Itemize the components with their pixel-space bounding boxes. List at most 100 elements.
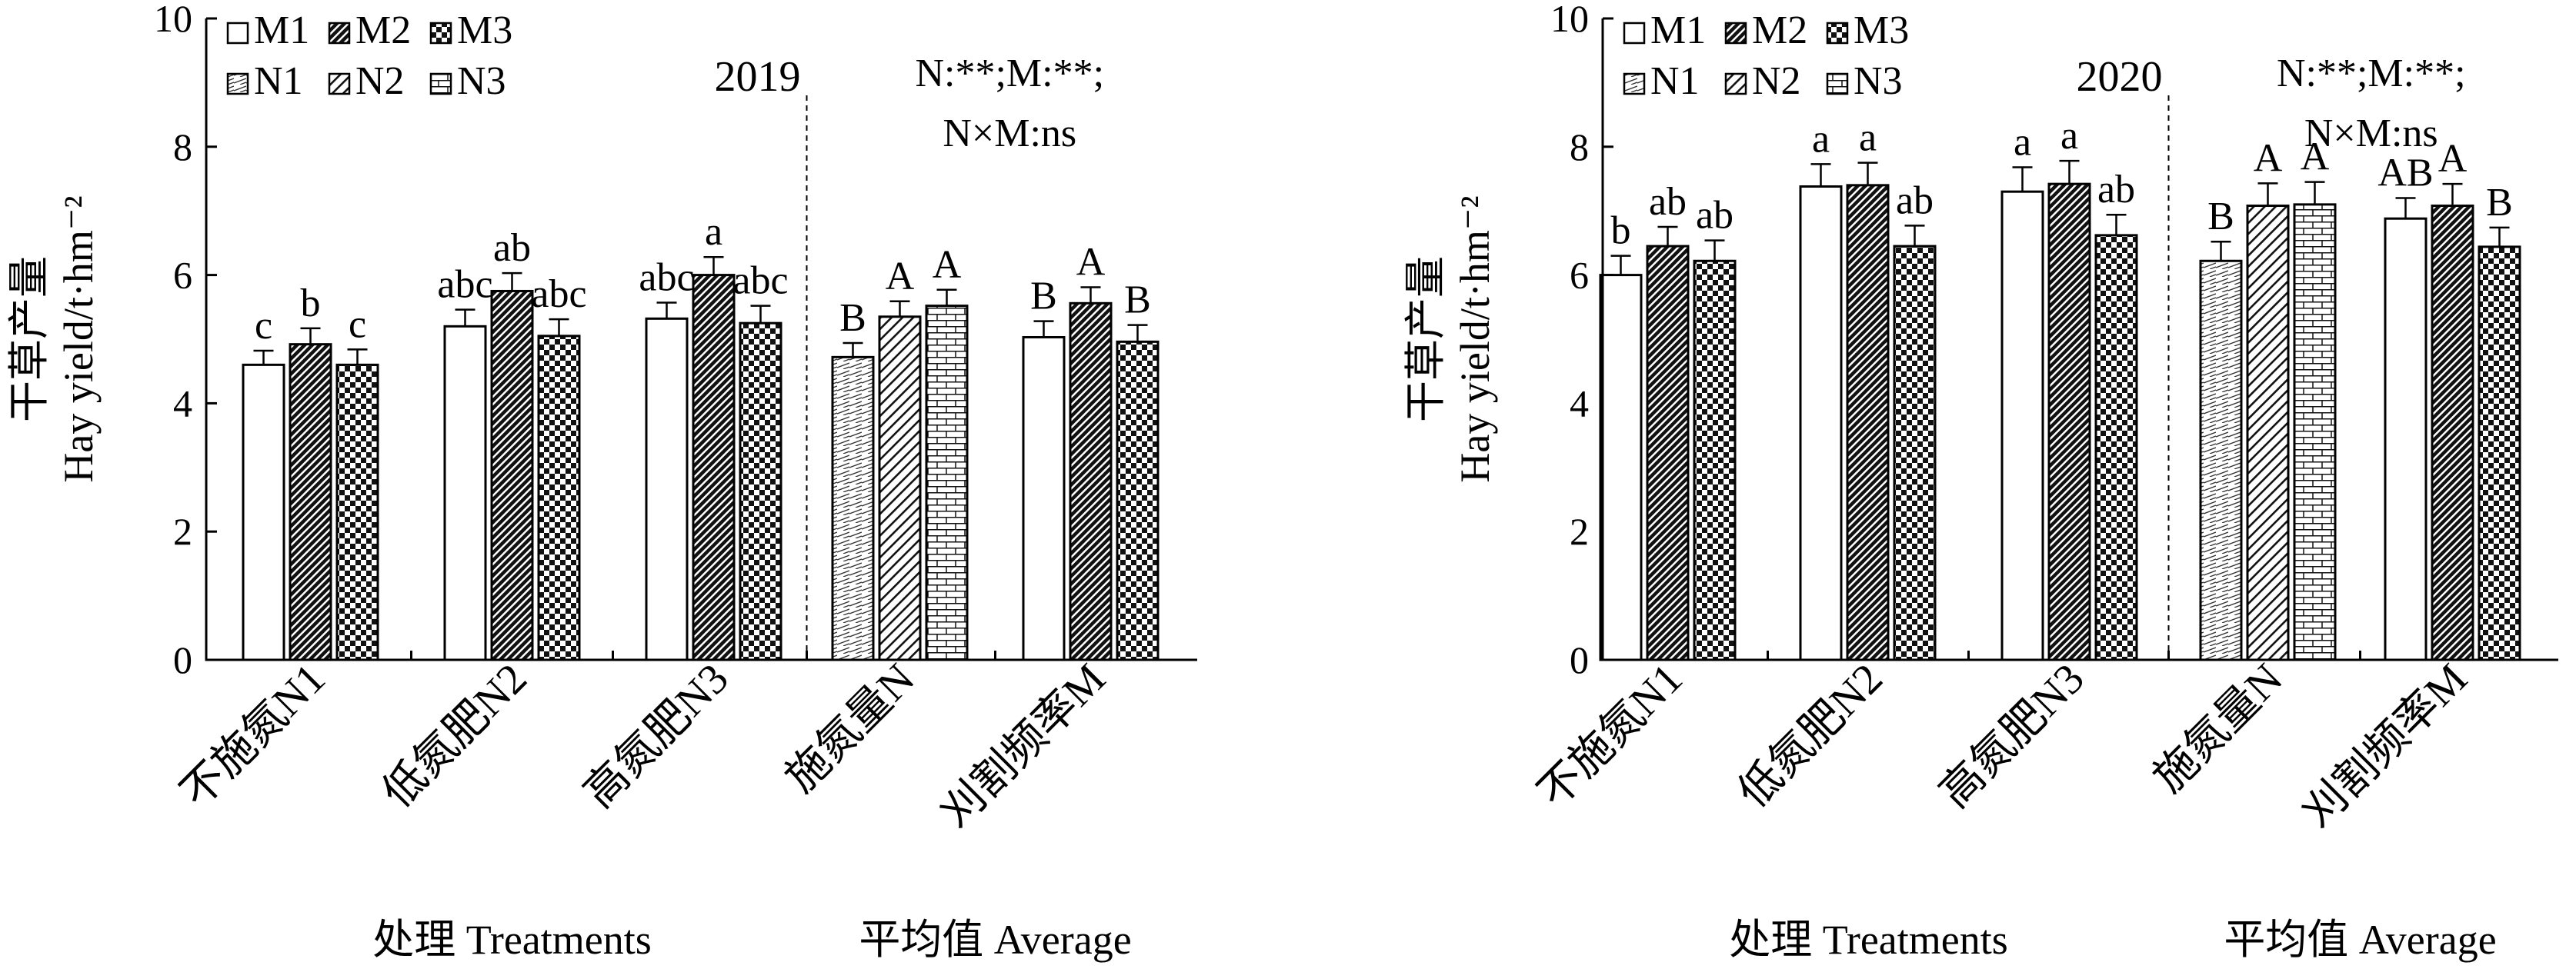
bar-m2 [490,289,534,661]
y-axis-title-cn: 干草产量 [6,256,52,422]
bar-m1 [443,325,487,661]
bar-n1 [2199,259,2243,661]
bar-m3 [1116,340,1160,661]
significance-letter: a [2060,114,2078,158]
legend-label: M1 [254,8,309,52]
significance-letter: abc [437,263,492,307]
category-label: 刈割频率M [932,654,1114,837]
y-tick-label: 8 [173,125,192,168]
bar-m1 [645,317,689,661]
bar-m1 [1599,274,1643,661]
legend-swatch-n2 [1724,72,1747,95]
significance-letter: abc [639,255,694,299]
group-label-treatments: 处理 Treatments [1729,917,2008,963]
legend-label: M2 [355,8,411,52]
legend-swatch-m3 [1826,22,1849,45]
significance-letter: A [933,243,962,287]
category-label: 施氮量N [776,654,923,801]
legend-swatch-m2 [328,22,351,45]
significance-letter: A [1076,240,1106,284]
y-tick-label: 8 [1570,125,1589,168]
legend-swatch-n3 [429,72,452,95]
y-axis-title-en: Hay yield/t·hm⁻² [55,195,102,482]
bar-m3 [537,335,581,661]
category-label: 低氮肥N2 [374,654,536,817]
legend-swatch-n1 [226,72,249,95]
legend-label: N3 [457,59,506,103]
stats-annotation: N×M:ns [2304,112,2438,155]
significance-letter: A [2254,136,2283,180]
legend-label: N3 [1854,59,1903,103]
legend-swatch-n2 [328,72,351,95]
bar-m2 [1646,245,1690,661]
bar-m2 [2047,182,2091,661]
bar-m1 [1799,185,1843,661]
category-label: 低氮肥N2 [1730,654,1892,817]
legend-label: N2 [1752,59,1801,103]
y-tick-label: 0 [173,638,192,681]
legend-label: N1 [1650,59,1700,103]
bar-m1 [2000,190,2044,661]
legend-swatch-m1 [1623,22,1646,45]
stats-annotation: N×M:ns [943,112,1076,155]
significance-letter: a [1812,117,1830,161]
bar-m2 [1846,184,1890,661]
significance-letter: abc [732,259,788,303]
significance-letter: B [1124,278,1151,322]
bar-n3 [925,305,969,661]
legend-label: M1 [1650,8,1706,52]
category-label: 不施氮N1 [172,654,335,817]
bar-m3 [1693,259,1737,661]
significance-letter: B [2486,181,2513,225]
legend-label: M3 [1854,8,1909,52]
stats-annotation: N:**;M:**; [915,52,1104,95]
bar-m2 [692,274,736,661]
group-label-average: 平均值 Average [2224,917,2496,963]
legend-label: M2 [1752,8,1807,52]
significance-letter: ab [2097,168,2135,211]
significance-letter: ab [1649,180,1687,224]
bar-n1 [831,355,875,661]
year-label: 2019 [715,53,801,101]
legend-label: N1 [254,59,303,103]
significance-letter: A [886,255,915,298]
significance-letter: b [1611,209,1631,253]
legend-swatch-n1 [1623,72,1646,95]
significance-letter: abc [531,272,586,316]
y-tick-label: 0 [1570,638,1589,681]
legend-swatch-m1 [226,22,249,45]
y-tick-label: 6 [173,254,192,297]
y-tick-label: 10 [1550,0,1589,40]
bar-m3 [335,363,379,661]
bar-n3 [2293,203,2337,661]
category-label: 高氮肥N3 [576,654,738,817]
legend-label: N2 [355,59,405,103]
significance-letter: ab [1696,194,1733,238]
legend-swatch-m3 [429,22,452,45]
significance-letter: b [301,281,321,325]
bar-m3 [739,321,782,661]
significance-letter: c [255,304,272,348]
significance-letter: A [2438,137,2468,181]
group-label-average: 平均值 Average [859,917,1131,963]
significance-letter: ab [1896,178,1934,222]
y-tick-label: 4 [1570,381,1589,425]
y-tick-label: 6 [1570,254,1589,297]
bar-m3 [1893,245,1937,661]
bar-n2 [2246,205,2290,661]
category-label: 不施氮N1 [1530,654,1692,817]
y-tick-label: 4 [173,381,192,425]
stats-annotation: N:**;M:**; [2277,52,2466,95]
category-label: 刈割频率M [2294,654,2476,837]
year-label: 2020 [2077,53,2163,101]
bar-m3 [2094,234,2138,661]
significance-letter: B [1030,275,1057,318]
bar-m1 [242,363,285,661]
significance-letter: a [2014,120,2031,164]
bar-n2 [878,315,922,661]
significance-letter: c [349,302,366,346]
bar-m3 [2478,245,2521,661]
y-axis-title-cn: 干草产量 [1403,256,1449,422]
